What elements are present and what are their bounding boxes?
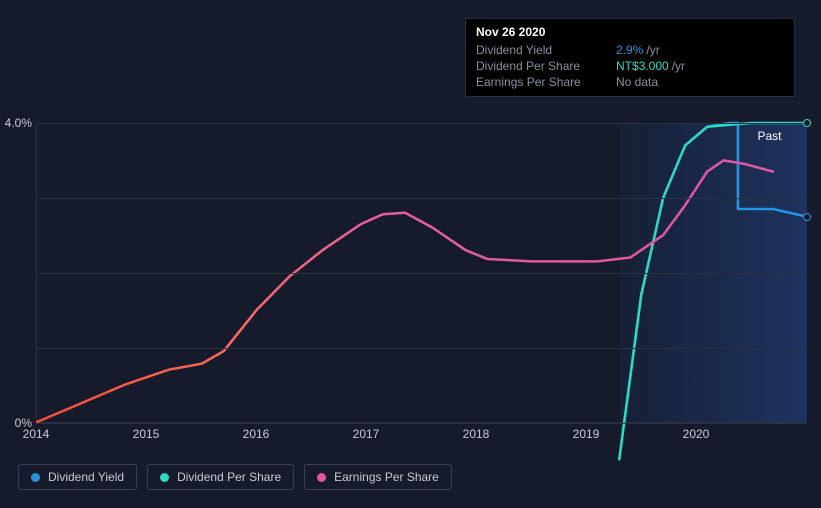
x-axis-labels: 2014201520162017201820192020	[36, 427, 806, 447]
y-axis-label: 0%	[15, 416, 32, 430]
dividend-chart: Past 2014201520162017201820192020 0%4.0%	[18, 105, 808, 445]
gridline	[37, 348, 806, 349]
x-axis-label: 2019	[573, 427, 600, 441]
x-axis-label: 2016	[243, 427, 270, 441]
tooltip-metric-value: NT$3.000	[616, 59, 669, 73]
x-axis-label: 2017	[353, 427, 380, 441]
gridline	[37, 123, 806, 124]
legend-dot-icon	[317, 473, 326, 482]
gridline	[37, 423, 806, 424]
tooltip-row: Dividend Yield2.9%/yr	[476, 42, 784, 58]
tooltip-metric-label: Dividend Yield	[476, 43, 616, 57]
legend-label: Earnings Per Share	[334, 470, 439, 484]
x-axis-label: 2020	[683, 427, 710, 441]
chart-tooltip: Nov 26 2020 Dividend Yield2.9%/yrDividen…	[465, 18, 795, 97]
tooltip-metric-value: No data	[616, 75, 658, 89]
past-label: Past	[758, 129, 782, 143]
tooltip-metric-value: 2.9%	[616, 43, 643, 57]
legend-dot-icon	[160, 473, 169, 482]
chart-legend: Dividend Yield Dividend Per Share Earnings…	[18, 464, 452, 490]
x-axis-label: 2015	[133, 427, 160, 441]
legend-item[interactable]: Dividend Per Share	[147, 464, 294, 490]
y-axis-label: 4.0%	[5, 116, 32, 130]
series-end-marker	[803, 119, 811, 127]
gridline	[37, 273, 806, 274]
gridline	[37, 198, 806, 199]
legend-label: Dividend Yield	[48, 470, 124, 484]
tooltip-row: Dividend Per ShareNT$3.000/yr	[476, 58, 784, 74]
tooltip-metric-unit: /yr	[672, 59, 685, 73]
tooltip-metric-unit: /yr	[646, 43, 659, 57]
plot-area[interactable]: Past	[36, 123, 806, 423]
legend-item[interactable]: Earnings Per Share	[304, 464, 452, 490]
legend-item[interactable]: Dividend Yield	[18, 464, 137, 490]
tooltip-metric-label: Earnings Per Share	[476, 75, 616, 89]
series-line	[619, 123, 806, 459]
x-axis-label: 2018	[463, 427, 490, 441]
legend-dot-icon	[31, 473, 40, 482]
legend-label: Dividend Per Share	[177, 470, 281, 484]
series-end-marker	[803, 213, 811, 221]
tooltip-metric-label: Dividend Per Share	[476, 59, 616, 73]
tooltip-row: Earnings Per ShareNo data	[476, 74, 784, 90]
series-line	[619, 123, 806, 459]
tooltip-date: Nov 26 2020	[476, 25, 784, 42]
